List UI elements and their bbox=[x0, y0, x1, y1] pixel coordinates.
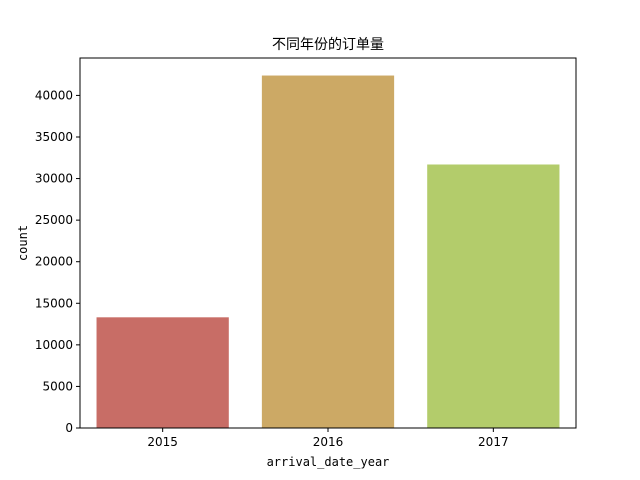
x-tick-label: 2017 bbox=[478, 435, 509, 449]
plot-frame bbox=[79, 57, 577, 429]
y-tick-label: 35000 bbox=[35, 130, 73, 144]
x-axis: 2015 2016 2017 bbox=[147, 428, 509, 449]
bars-group bbox=[96, 75, 560, 429]
x-axis-label: arrival_date_year bbox=[267, 455, 390, 469]
chart-title: 不同年份的订单量 bbox=[272, 37, 384, 53]
y-tick-label: 10000 bbox=[35, 338, 73, 352]
y-tick-label: 0 bbox=[65, 421, 73, 435]
y-tick-label: 15000 bbox=[35, 296, 73, 310]
y-axis: 0 5000 10000 15000 20000 25000 30000 35000 40000 bbox=[35, 88, 80, 435]
bar-2016 bbox=[261, 75, 395, 428]
x-tick-label: 2016 bbox=[313, 435, 344, 449]
y-tick-label: 25000 bbox=[35, 213, 73, 227]
bar-2017 bbox=[427, 164, 560, 429]
y-tick-label: 20000 bbox=[35, 255, 73, 269]
y-tick-label: 40000 bbox=[35, 88, 73, 102]
x-tick-label: 2015 bbox=[147, 435, 178, 449]
y-axis-label: count bbox=[16, 225, 30, 261]
bar-2015 bbox=[96, 317, 229, 428]
y-tick-label: 5000 bbox=[42, 379, 73, 393]
y-tick-label: 30000 bbox=[35, 172, 73, 186]
